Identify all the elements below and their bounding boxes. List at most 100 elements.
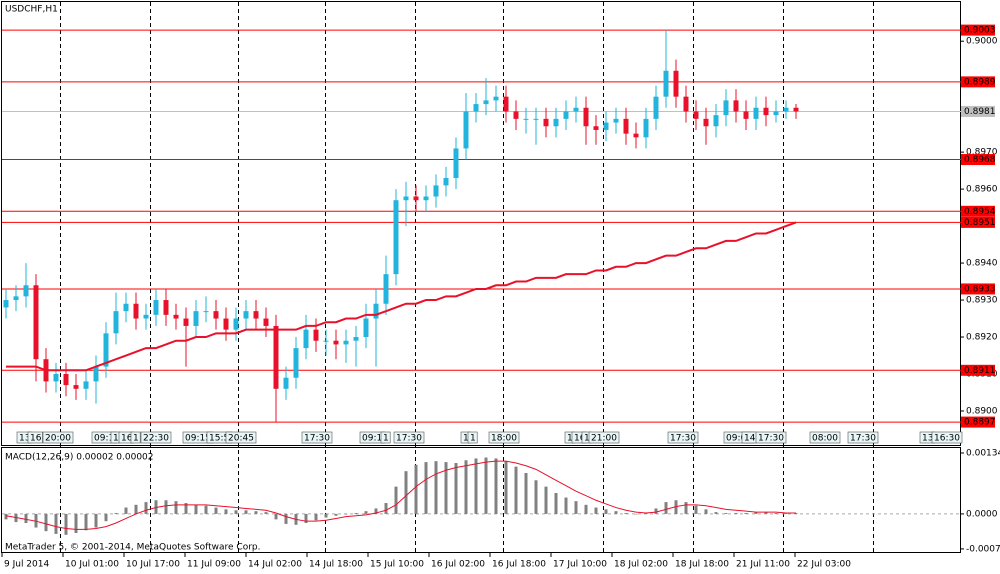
y-tick-label: 0.8900: [966, 406, 998, 416]
main-frame: [1, 1, 961, 446]
candle-body: [563, 111, 569, 119]
candle-body: [263, 318, 269, 326]
level-box: [961, 283, 995, 295]
candle-body: [393, 200, 399, 275]
event-label: 1: [133, 434, 139, 444]
x-tick-label: 10 Jul 01:00: [65, 560, 119, 570]
event-label: 09:15: [185, 434, 211, 444]
event-box: [130, 431, 141, 444]
candle-body: [183, 318, 189, 326]
event-box: [225, 431, 257, 444]
candle-body: [323, 340, 329, 342]
event-box: [393, 431, 425, 444]
x-tick-label: 15 Jul 10:00: [370, 560, 424, 570]
y-tick-label: 0.8940: [966, 259, 998, 269]
x-tick-label: 17 Jul 10:00: [553, 560, 607, 570]
event-box: [755, 431, 787, 444]
candle-body: [533, 118, 539, 120]
event-label: 08:00: [812, 434, 838, 444]
y-tick-label: 0.8920: [966, 333, 998, 343]
candle-body: [283, 377, 289, 389]
event-label: 1: [113, 434, 119, 444]
candle-body: [103, 333, 109, 367]
x-tick-label: 14 Jul 18:00: [309, 560, 363, 570]
candle-body: [383, 274, 389, 304]
event-label: 16: [30, 434, 42, 444]
candle-body: [293, 348, 299, 378]
y-tick-label: 0.8930: [966, 296, 998, 306]
candle-body: [513, 111, 519, 119]
candle-body: [13, 296, 19, 301]
candle-body: [203, 311, 209, 313]
candle-body: [613, 118, 619, 123]
event-label: 1: [567, 434, 573, 444]
candle-body: [573, 107, 579, 112]
y-tick-label: 0.9000: [966, 37, 998, 47]
event-label: 22:30: [143, 434, 169, 444]
event-box: [140, 431, 172, 444]
event-label: 17:30: [670, 434, 696, 444]
event-box: [847, 431, 879, 444]
current-price-box: [961, 105, 995, 117]
candle-body: [73, 385, 79, 389]
macd-tick-label: -0.00077: [966, 544, 1000, 554]
candle-body: [143, 314, 149, 319]
event-label: 17:30: [304, 434, 330, 444]
candle-body: [253, 311, 259, 319]
event-box: [301, 431, 333, 444]
event-label: 1: [463, 434, 469, 444]
level-label: 0.8933: [964, 284, 996, 294]
event-box: [467, 431, 478, 444]
candle-body: [83, 381, 89, 389]
event-label: 09:1: [94, 434, 114, 444]
candle-body: [503, 96, 509, 112]
candle-body: [413, 196, 419, 201]
x-tick-label: 16 Jul 18:00: [492, 560, 546, 570]
candle-body: [623, 118, 629, 134]
event-box: [931, 431, 963, 444]
event-label: 14: [744, 434, 756, 444]
candle-body: [113, 311, 119, 334]
candle-body: [363, 318, 369, 338]
candle-body: [743, 111, 749, 119]
candle-body: [633, 133, 639, 138]
candle-body: [493, 96, 499, 101]
event-label: 20:45: [228, 434, 254, 444]
candle-body: [673, 70, 679, 97]
event-label: 09:00: [726, 434, 752, 444]
event-box: [488, 431, 520, 444]
candle-body: [403, 196, 409, 201]
x-tick-label: 18 Jul 02:00: [614, 560, 668, 570]
candle-body: [273, 325, 279, 389]
candle-body: [603, 122, 609, 130]
candle-body: [213, 311, 219, 319]
candle-body: [433, 185, 439, 197]
candle-body: [463, 111, 469, 149]
event-label: 17:30: [396, 434, 422, 444]
candle-body: [333, 340, 339, 345]
separators: [60, 2, 874, 553]
candle-body: [93, 366, 99, 382]
event-label: 16: [121, 434, 133, 444]
event-label: 1: [383, 434, 389, 444]
event-box: [380, 431, 391, 444]
event-label: 16:30: [934, 434, 960, 444]
candle-body: [663, 70, 669, 97]
candle-body: [163, 300, 169, 315]
candle-body: [593, 126, 599, 130]
macd-signal: [5, 460, 796, 530]
candle-body: [423, 196, 429, 201]
candle-body: [53, 374, 59, 382]
candle-body: [753, 107, 759, 119]
level-label: 0.8951: [964, 218, 996, 228]
event-box: [809, 431, 841, 444]
level-box: [961, 416, 995, 428]
candle-body: [223, 318, 229, 330]
candle-body: [763, 107, 769, 116]
candle-body: [483, 100, 489, 105]
candle-body: [123, 303, 129, 312]
candle-body: [353, 337, 359, 341]
candle-body: [443, 178, 449, 186]
level-label: 0.8897: [964, 418, 996, 428]
